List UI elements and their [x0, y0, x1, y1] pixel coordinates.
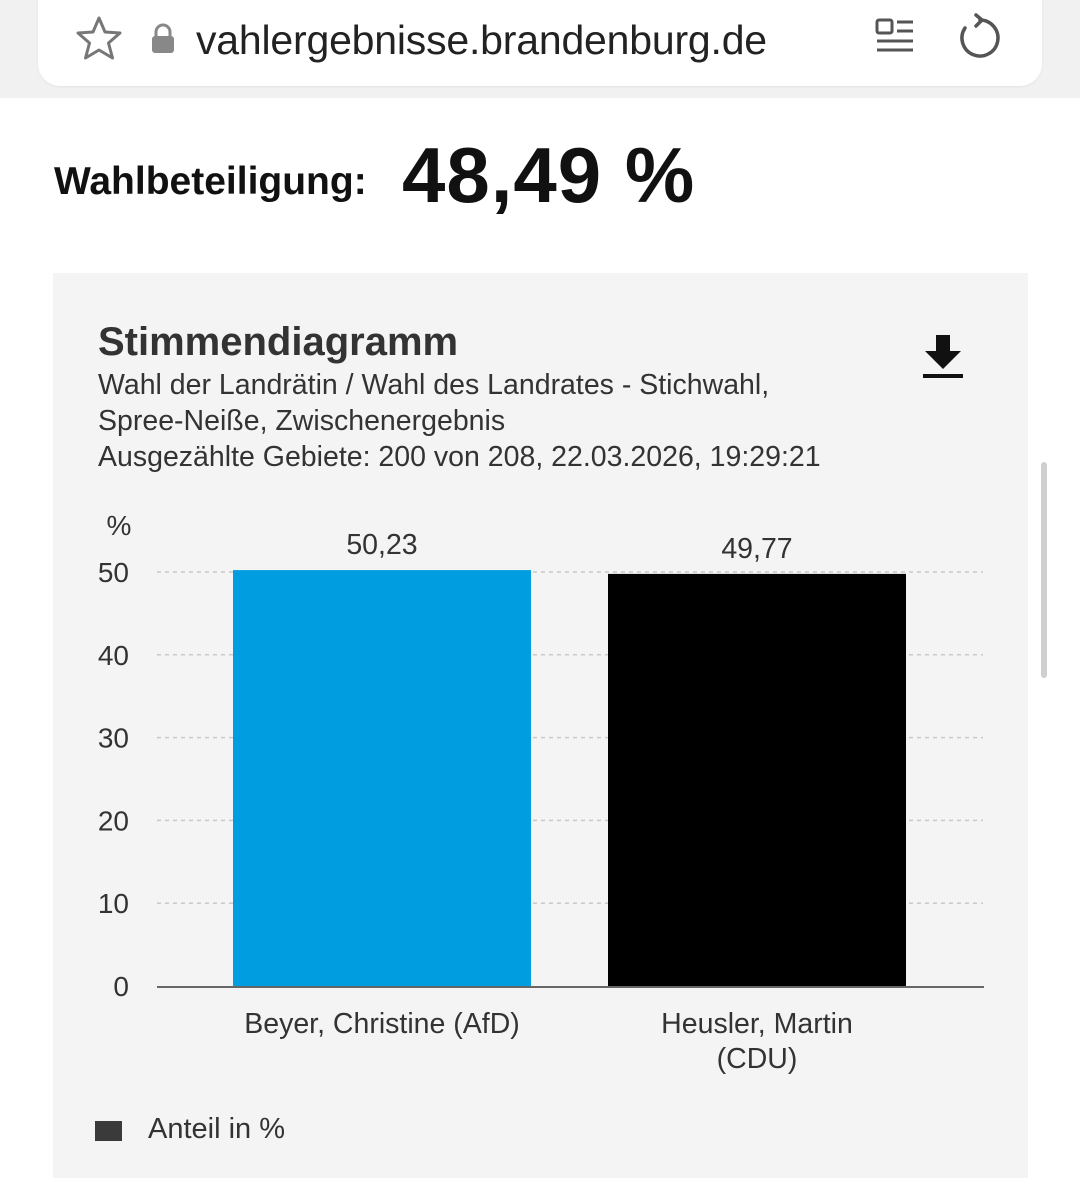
y-tick-label: 20 — [98, 805, 129, 836]
turnout-value: 48,49 % — [402, 131, 696, 219]
bar — [233, 570, 531, 986]
bar — [608, 573, 906, 986]
download-icon[interactable] — [921, 333, 965, 381]
legend-swatch — [95, 1121, 122, 1141]
legend-label: Anteil in % — [148, 1113, 286, 1145]
y-tick-label: 0 — [113, 971, 129, 1002]
data-label: 50,23 — [346, 529, 417, 561]
address-bar[interactable] — [38, 0, 1042, 86]
reload-icon[interactable] — [954, 12, 1006, 64]
bar-chart: % 0 10 20 30 40 50 50,23 Beyer, Christine (AfD) 4… — [98, 510, 984, 1075]
data-label: 49,77 — [721, 533, 792, 565]
chart-subtitle-line2: Spree-Neiße, Zwischenergebnis — [98, 405, 506, 437]
reader-mode-icon[interactable] — [874, 16, 916, 58]
scrollbar[interactable] — [1041, 462, 1047, 678]
lock-icon — [152, 23, 174, 53]
x-tick-label: (CDU) — [717, 1043, 798, 1075]
browser-toolbar: vahlergebnisse.brandenburg.de — [0, 0, 1080, 98]
url-text[interactable]: vahlergebnisse.brandenburg.de — [196, 17, 767, 63]
y-axis-label: % — [107, 510, 132, 541]
turnout-label: Wahlbeteiligung: — [54, 160, 367, 203]
chart-subtitle-line3: Ausgezählte Gebiete: 200 von 208, 22.03.… — [98, 441, 821, 473]
chart-title: Stimmendiagramm — [98, 320, 459, 364]
star-icon[interactable] — [74, 14, 124, 64]
y-tick-label: 50 — [98, 557, 129, 588]
y-tick-label: 30 — [98, 723, 129, 754]
chart-subtitle-line1: Wahl der Landrätin / Wahl des Landrates … — [98, 369, 770, 401]
y-tick-label: 10 — [98, 888, 129, 919]
y-tick-label: 40 — [98, 640, 129, 671]
x-tick-label: Beyer, Christine (AfD) — [244, 1008, 520, 1040]
chart-card: Stimmendiagramm Wahl der Landrätin / Wah… — [53, 273, 1028, 1178]
x-tick-label: Heusler, Martin — [661, 1008, 853, 1040]
